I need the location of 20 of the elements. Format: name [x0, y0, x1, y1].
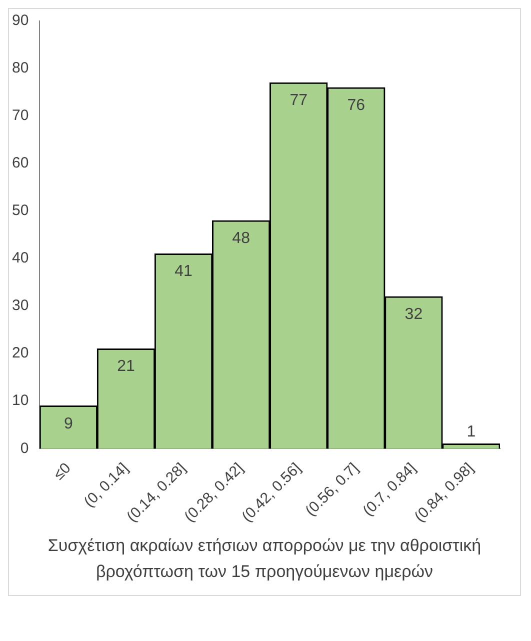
data-label: 1 — [466, 423, 476, 440]
y-tick-label: 90 — [12, 12, 29, 30]
data-label: 76 — [347, 96, 366, 114]
y-tick-label: 50 — [12, 202, 29, 220]
data-label: 77 — [290, 92, 308, 110]
y-tick-label: 20 — [12, 344, 29, 362]
x-axis-title: Συσχέτιση ακραίων ετήσιων απορροών με την αθροιστική βροχόπτωση των 15 προηγούμενων ημερών — [46, 535, 482, 583]
y-tick-label: 40 — [12, 250, 29, 267]
data-label: 9 — [64, 415, 73, 432]
y-tick-label: 70 — [12, 107, 29, 124]
data-label: 41 — [174, 263, 193, 280]
data-label: 48 — [232, 230, 250, 247]
data-label: 32 — [404, 306, 423, 323]
x-tick-label: ≤0 — [50, 460, 74, 484]
data-label: 21 — [117, 358, 135, 376]
y-tick-label: 80 — [12, 60, 29, 77]
y-tick-label: 60 — [12, 154, 29, 172]
y-tick-label: 10 — [12, 392, 29, 410]
y-tick-label: 30 — [12, 297, 29, 314]
y-tick-label: 0 — [20, 440, 29, 457]
